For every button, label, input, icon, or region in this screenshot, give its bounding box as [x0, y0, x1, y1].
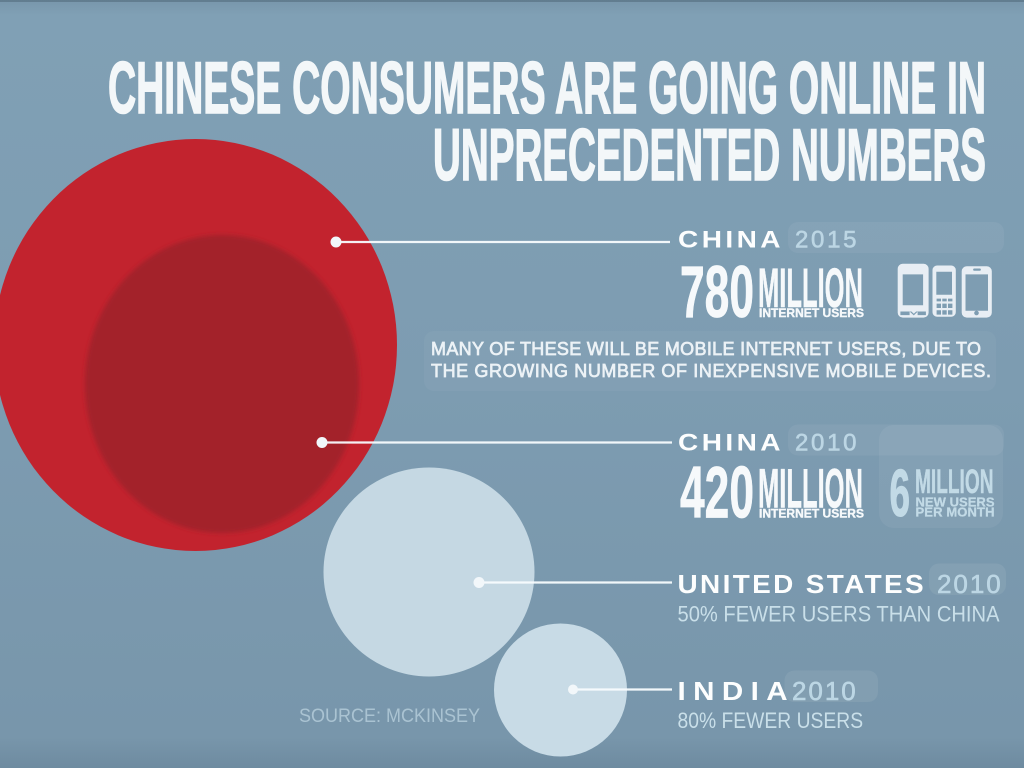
svg-text:MILLION: MILLION	[915, 463, 994, 501]
svg-text:MANY OF THESE WILL BE MOBILE I: MANY OF THESE WILL BE MOBILE INTERNET US…	[431, 339, 981, 359]
svg-text:INTERNET USERS: INTERNET USERS	[759, 306, 864, 320]
svg-text:NEW USERS: NEW USERS	[916, 494, 995, 509]
svg-text:80% FEWER USERS: 80% FEWER USERS	[678, 708, 864, 733]
svg-text:MILLION: MILLION	[758, 256, 863, 319]
svg-text:UNPRECEDENTED NUMBERS: UNPRECEDENTED NUMBERS	[433, 115, 986, 196]
svg-text:UNITED STATES: UNITED STATES	[678, 569, 927, 599]
svg-text:CHINA: CHINA	[678, 227, 784, 254]
svg-text:2010: 2010	[792, 676, 856, 706]
svg-text:SOURCE: MCKINSEY: SOURCE: MCKINSEY	[299, 706, 480, 727]
svg-text:780: 780	[680, 252, 754, 333]
svg-text:6: 6	[890, 456, 911, 531]
svg-text:2010: 2010	[937, 569, 1001, 599]
svg-text:PER MONTH: PER MONTH	[916, 505, 995, 520]
svg-text:INTERNET USERS: INTERNET USERS	[759, 507, 864, 521]
svg-text:420: 420	[680, 453, 754, 534]
svg-text:50% FEWER USERS THAN CHINA: 50% FEWER USERS THAN CHINA	[678, 601, 1000, 626]
svg-text:CHINESE CONSUMERS ARE GOING ON: CHINESE CONSUMERS ARE GOING ONLINE IN	[108, 48, 986, 129]
svg-text:CHINA: CHINA	[678, 430, 784, 457]
svg-text:MILLION: MILLION	[758, 457, 863, 520]
svg-text:THE GROWING NUMBER OF INEXPENS: THE GROWING NUMBER OF INEXPENSIVE MOBILE…	[431, 361, 991, 381]
svg-text:INDIA: INDIA	[678, 676, 796, 706]
